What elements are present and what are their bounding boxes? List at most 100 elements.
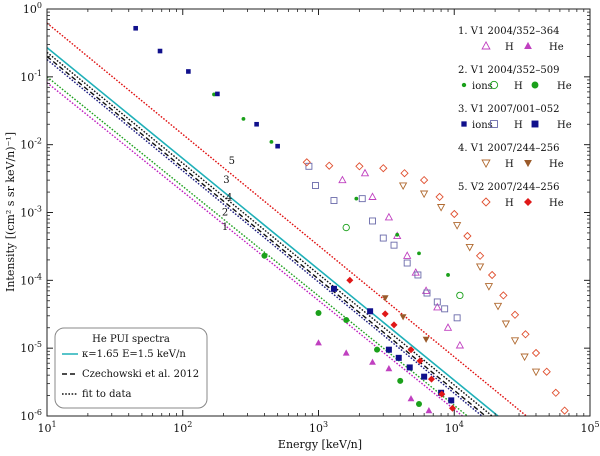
fit-line-2 xyxy=(47,55,486,416)
data-point xyxy=(465,243,474,252)
data-point xyxy=(419,175,429,185)
fit-line-6 xyxy=(47,58,483,416)
tick-exponent: -2 xyxy=(34,137,42,146)
data-point xyxy=(330,285,337,292)
tick-base: 10 xyxy=(309,422,323,435)
data-point xyxy=(186,69,191,74)
y-tick-label: 10-6 xyxy=(20,408,42,423)
legend-box-entry: κ=1.65 E=1.5 keV/n xyxy=(82,349,186,360)
legend-marker xyxy=(490,120,498,128)
data-point xyxy=(342,349,350,356)
x-tick-label: 102 xyxy=(173,420,192,435)
data-point xyxy=(241,116,246,121)
tick-exponent: -5 xyxy=(34,340,42,349)
tick-base: 10 xyxy=(20,274,34,287)
legend-group-title: 1. V1 2004/352–364 xyxy=(458,26,559,37)
data-point xyxy=(379,164,388,173)
data-point xyxy=(381,310,389,318)
data-point xyxy=(254,121,259,127)
legend-entry-label: H xyxy=(505,159,514,170)
data-point xyxy=(501,320,511,329)
data-point xyxy=(399,314,407,321)
legend-box-entry: fit to data xyxy=(82,389,131,400)
data-point xyxy=(395,232,400,237)
data-point xyxy=(407,346,415,354)
data-point xyxy=(448,397,455,404)
data-point xyxy=(493,302,503,311)
tick-exponent: 3 xyxy=(323,420,328,429)
data-point xyxy=(484,283,494,291)
data-point xyxy=(381,295,389,302)
data-point xyxy=(406,364,413,371)
tick-base: 10 xyxy=(20,342,34,355)
fit-line-number: 3 xyxy=(223,175,229,186)
legend-marker xyxy=(461,121,467,127)
data-point xyxy=(417,251,421,256)
data-point xyxy=(385,365,393,372)
data-point xyxy=(369,358,376,365)
data-point xyxy=(360,168,370,177)
data-point xyxy=(531,348,541,358)
data-point xyxy=(531,368,541,377)
data-point xyxy=(261,252,268,259)
data-point xyxy=(414,271,422,279)
y-tick-label: 10-4 xyxy=(20,272,42,287)
data-point xyxy=(499,291,508,300)
legend-group-title: 5. V2 2007/244–256 xyxy=(458,182,559,193)
data-point xyxy=(510,337,520,345)
legend-marker xyxy=(524,160,532,168)
legend-marker xyxy=(524,198,532,206)
tick-exponent: -3 xyxy=(34,205,42,214)
data-point xyxy=(315,339,322,346)
fit-lines-layer xyxy=(47,22,527,416)
axis-ticks: 101 102 103 104 10510-610-510-410-310-210-11… xyxy=(20,1,599,435)
data-point xyxy=(521,330,530,339)
tick-base: 10 xyxy=(20,71,34,84)
legend-group-title: 3. V1 2007/001–052 xyxy=(458,104,559,115)
data-point xyxy=(395,354,402,361)
data-point xyxy=(397,377,404,384)
legend-group-title: 2. V1 2004/352–509 xyxy=(458,65,559,76)
data-point xyxy=(385,346,392,353)
tick-exponent: 0 xyxy=(37,1,42,10)
tick-base: 10 xyxy=(20,410,34,423)
fit-line-4 xyxy=(47,76,468,416)
data-point xyxy=(390,241,398,249)
legend-entry-label: ions xyxy=(472,120,493,131)
x-tick-label: 101 xyxy=(37,420,56,435)
data-point xyxy=(416,357,424,365)
data-point xyxy=(438,390,446,398)
legend-marker xyxy=(531,120,539,128)
legend-marker xyxy=(524,41,532,49)
legend-box-frame xyxy=(54,327,208,409)
legend-marker xyxy=(481,40,491,50)
legend-box-title: He PUI spectra xyxy=(92,334,170,345)
fit-line-7 xyxy=(47,22,527,416)
legend-marker xyxy=(481,159,491,169)
data-point xyxy=(551,388,560,397)
data-point xyxy=(520,353,529,362)
data-point xyxy=(428,375,435,383)
data-point xyxy=(435,192,444,202)
data-point xyxy=(407,395,415,402)
y-tick-label: 10-3 xyxy=(20,205,42,220)
data-point xyxy=(441,305,449,313)
data-point xyxy=(446,273,450,277)
data-point xyxy=(456,291,464,300)
tick-exponent: -1 xyxy=(34,69,42,78)
data-points-layer xyxy=(133,25,569,415)
data-point xyxy=(330,197,338,205)
data-point xyxy=(133,25,138,31)
data-point xyxy=(338,175,347,184)
data-point xyxy=(346,276,354,284)
data-point xyxy=(312,182,319,189)
legend-he-pui-spectra: He PUI spectra κ=1.65 E=1.5 keV/n Czechows… xyxy=(54,327,208,409)
data-point xyxy=(384,212,394,221)
tick-base: 10 xyxy=(445,422,459,435)
tick-base: 10 xyxy=(173,422,187,435)
tick-base: 10 xyxy=(37,422,51,435)
tick-exponent: -6 xyxy=(34,408,42,417)
tick-exponent: -4 xyxy=(34,272,42,281)
tick-base: 10 xyxy=(580,422,594,435)
data-point xyxy=(403,259,411,267)
